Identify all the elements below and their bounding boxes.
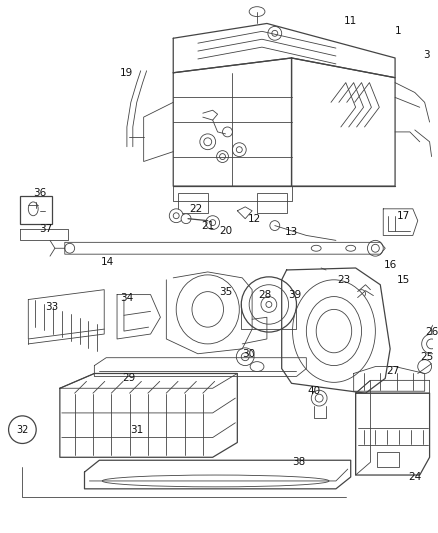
Bar — [21, 196, 52, 224]
Text: 31: 31 — [130, 425, 143, 435]
Ellipse shape — [65, 244, 74, 253]
Text: 20: 20 — [219, 225, 232, 236]
Text: 38: 38 — [292, 457, 305, 467]
Text: 23: 23 — [337, 275, 350, 285]
Text: 1: 1 — [395, 26, 401, 36]
Text: 17: 17 — [396, 211, 410, 221]
Ellipse shape — [200, 134, 215, 150]
Text: 21: 21 — [201, 221, 214, 231]
Ellipse shape — [210, 220, 215, 225]
Ellipse shape — [217, 151, 229, 163]
Ellipse shape — [357, 289, 365, 297]
Ellipse shape — [266, 302, 272, 308]
Ellipse shape — [272, 30, 278, 36]
Text: 16: 16 — [384, 260, 397, 270]
Text: 26: 26 — [425, 327, 438, 337]
Ellipse shape — [261, 296, 277, 312]
Ellipse shape — [241, 353, 249, 361]
Text: 40: 40 — [307, 386, 321, 396]
Text: 36: 36 — [34, 188, 47, 198]
Text: 35: 35 — [219, 287, 232, 297]
Ellipse shape — [181, 214, 191, 224]
Ellipse shape — [268, 27, 282, 40]
Ellipse shape — [249, 7, 265, 17]
Ellipse shape — [422, 334, 438, 354]
Text: 32: 32 — [16, 425, 28, 435]
Ellipse shape — [315, 394, 323, 402]
Ellipse shape — [316, 309, 352, 353]
Ellipse shape — [346, 245, 356, 251]
Text: 3: 3 — [423, 50, 430, 60]
Ellipse shape — [367, 240, 383, 256]
Ellipse shape — [241, 277, 297, 332]
Text: 28: 28 — [258, 289, 272, 300]
Ellipse shape — [306, 296, 361, 366]
Text: 29: 29 — [122, 374, 135, 383]
Text: 33: 33 — [46, 302, 59, 312]
Ellipse shape — [250, 362, 264, 372]
Ellipse shape — [204, 138, 212, 146]
Text: 25: 25 — [420, 352, 433, 362]
Ellipse shape — [249, 285, 289, 324]
Text: 22: 22 — [189, 204, 202, 214]
Ellipse shape — [9, 416, 36, 443]
Text: 11: 11 — [344, 17, 357, 27]
Bar — [257, 193, 286, 213]
Text: 24: 24 — [408, 472, 421, 482]
Ellipse shape — [28, 202, 38, 216]
Ellipse shape — [170, 209, 183, 223]
Text: 14: 14 — [101, 257, 114, 267]
Text: 34: 34 — [120, 293, 134, 303]
Ellipse shape — [102, 475, 329, 487]
Text: 39: 39 — [288, 289, 301, 300]
Ellipse shape — [270, 221, 280, 230]
Ellipse shape — [427, 339, 437, 349]
Ellipse shape — [173, 213, 179, 219]
Bar — [377, 453, 399, 467]
Ellipse shape — [223, 127, 233, 137]
Ellipse shape — [206, 216, 219, 230]
Ellipse shape — [237, 147, 242, 152]
Ellipse shape — [233, 143, 246, 157]
Ellipse shape — [418, 360, 431, 374]
Ellipse shape — [237, 348, 254, 366]
Text: 13: 13 — [285, 228, 298, 238]
Text: 15: 15 — [396, 275, 410, 285]
Ellipse shape — [371, 244, 379, 252]
Text: 12: 12 — [247, 214, 261, 224]
Ellipse shape — [176, 275, 239, 344]
Text: 30: 30 — [243, 349, 256, 359]
Text: 37: 37 — [39, 223, 53, 233]
Text: 19: 19 — [120, 68, 134, 78]
Ellipse shape — [311, 245, 321, 251]
Text: 27: 27 — [386, 366, 400, 376]
Ellipse shape — [192, 292, 223, 327]
Ellipse shape — [293, 280, 375, 382]
Ellipse shape — [219, 154, 226, 159]
Ellipse shape — [311, 390, 327, 406]
Bar — [178, 193, 208, 213]
